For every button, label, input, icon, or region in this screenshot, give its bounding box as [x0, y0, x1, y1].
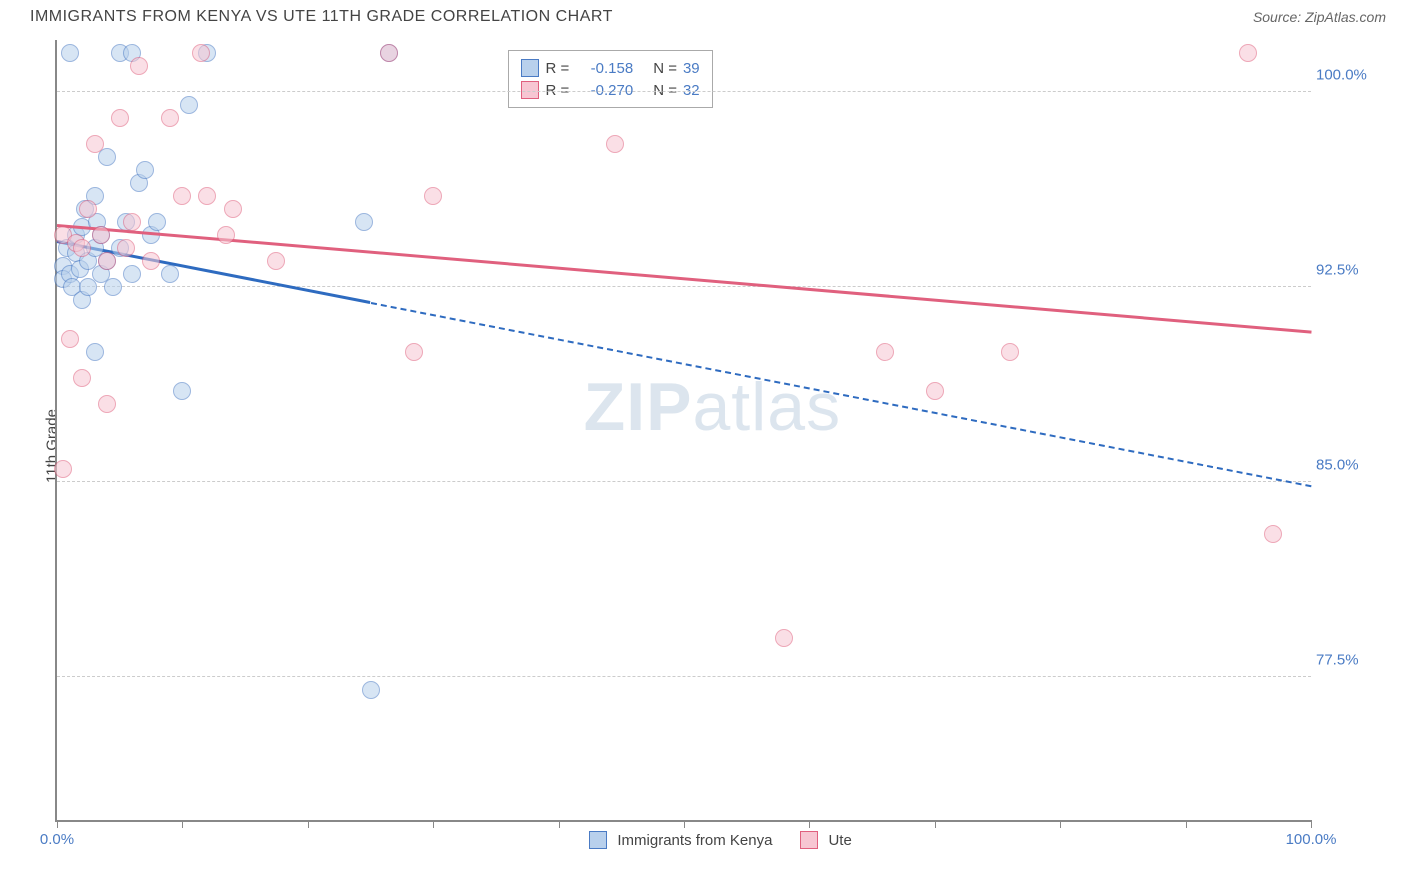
gridline [57, 286, 1311, 287]
data-point [405, 343, 423, 361]
legend-r-label: R = [545, 60, 569, 77]
gridline [57, 481, 1311, 482]
data-point [123, 265, 141, 283]
legend-stats: R = -0.158 N = 39 R = -0.270 N = 32 [508, 50, 712, 108]
data-point [355, 213, 373, 231]
data-point [73, 239, 91, 257]
data-point [267, 252, 285, 270]
x-tick [1186, 820, 1187, 828]
data-point [92, 226, 110, 244]
data-point [111, 109, 129, 127]
data-point [224, 200, 242, 218]
data-point [876, 343, 894, 361]
regression-line-dashed [370, 302, 1311, 487]
data-point [148, 213, 166, 231]
data-point [217, 226, 235, 244]
data-point [98, 148, 116, 166]
watermark: ZIPatlas [584, 368, 841, 446]
chart-container: 11th Grade ZIPatlas R = -0.158N = 39R = … [55, 40, 1391, 852]
legend-n-value: 39 [683, 60, 700, 77]
x-tick [809, 820, 810, 828]
y-tick-label: 85.0% [1316, 457, 1386, 474]
data-point [117, 239, 135, 257]
x-tick [559, 820, 560, 828]
data-point [161, 109, 179, 127]
data-point [54, 460, 72, 478]
x-tick [182, 820, 183, 828]
x-tick [684, 820, 685, 828]
x-tick [1060, 820, 1061, 828]
legend-swatch [521, 81, 539, 99]
data-point [61, 44, 79, 62]
legend-n-value: 32 [683, 82, 700, 99]
data-point [380, 44, 398, 62]
x-tick-label: 0.0% [40, 831, 74, 848]
legend-swatch [589, 831, 607, 849]
data-point [86, 343, 104, 361]
data-point [79, 200, 97, 218]
chart-title: IMMIGRANTS FROM KENYA VS UTE 11TH GRADE … [30, 8, 613, 26]
data-point [775, 629, 793, 647]
data-point [173, 382, 191, 400]
data-point [1239, 44, 1257, 62]
data-point [192, 44, 210, 62]
x-tick [935, 820, 936, 828]
legend-n-label: N = [653, 60, 677, 77]
x-tick-label: 100.0% [1286, 831, 1337, 848]
data-point [86, 135, 104, 153]
plot-area: ZIPatlas R = -0.158 N = 39 R = -0.270 N = 3… [55, 40, 1311, 822]
data-point [161, 265, 179, 283]
data-point [130, 57, 148, 75]
gridline [57, 91, 1311, 92]
source-label: Source: ZipAtlas.com [1253, 9, 1386, 25]
legend-swatch [800, 831, 818, 849]
legend-stats-row: R = -0.158 N = 39 [521, 57, 699, 79]
legend-r-value: -0.270 [575, 82, 633, 99]
data-point [61, 330, 79, 348]
data-point [136, 161, 154, 179]
x-tick [57, 820, 58, 828]
legend-r-label: R = [545, 82, 569, 99]
y-tick-label: 100.0% [1316, 67, 1386, 84]
legend-series-name: Ute [828, 832, 851, 849]
data-point [104, 278, 122, 296]
legend-series-name: Immigrants from Kenya [617, 832, 772, 849]
legend-series: Immigrants from Kenya Ute [589, 831, 869, 849]
data-point [180, 96, 198, 114]
data-point [362, 681, 380, 699]
y-tick-label: 92.5% [1316, 262, 1386, 279]
data-point [173, 187, 191, 205]
data-point [198, 187, 216, 205]
data-point [606, 135, 624, 153]
legend-n-label: N = [653, 82, 677, 99]
data-point [98, 252, 116, 270]
data-point [424, 187, 442, 205]
data-point [926, 382, 944, 400]
data-point [1001, 343, 1019, 361]
data-point [123, 213, 141, 231]
y-tick-label: 77.5% [1316, 652, 1386, 669]
x-tick [433, 820, 434, 828]
data-point [98, 395, 116, 413]
data-point [1264, 525, 1282, 543]
gridline [57, 676, 1311, 677]
data-point [142, 252, 160, 270]
legend-swatch [521, 59, 539, 77]
legend-stats-row: R = -0.270 N = 32 [521, 79, 699, 101]
x-tick [308, 820, 309, 828]
x-tick [1311, 820, 1312, 828]
data-point [73, 369, 91, 387]
legend-r-value: -0.158 [575, 60, 633, 77]
